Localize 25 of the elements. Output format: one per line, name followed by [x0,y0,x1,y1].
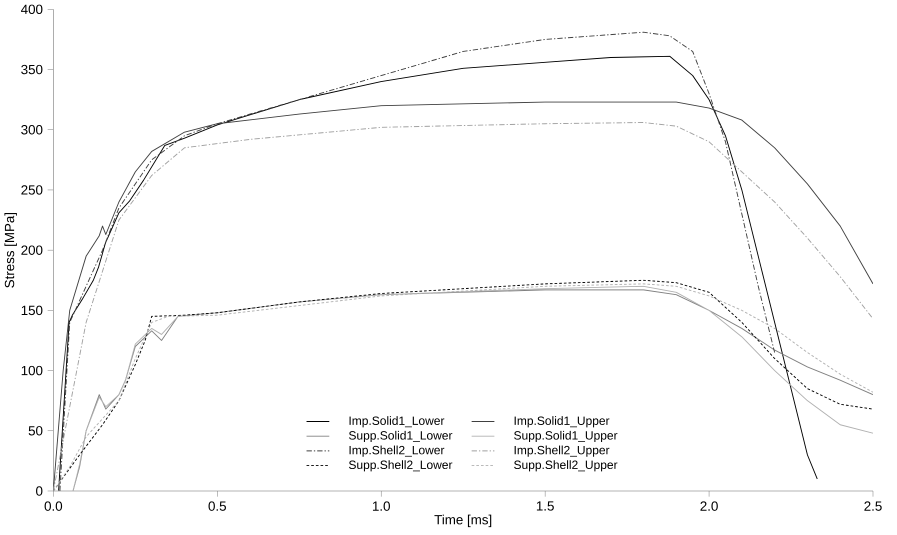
x-axis-title: Time [ms] [434,514,492,528]
legend-label: Supp.Shell2_Lower [348,460,452,472]
x-tick-label: 0.0 [44,501,62,511]
y-tick-label: 200 [21,245,42,255]
y-tick-label: 150 [22,306,42,316]
x-tick-label: 2.0 [700,501,718,511]
legend-label: Supp.Solid1_Lower [348,430,452,442]
y-tick-label: 50 [28,426,42,436]
y-tick-label: 300 [21,125,42,134]
legend-label: Imp.Solid1_Upper [514,416,610,428]
y-axis-title: Stress [MPa] [4,212,17,288]
legend-label: Imp.Shell2_Lower [350,446,444,457]
x-tick-label: 2.5 [864,501,882,511]
legend-label: Supp.Solid1_Upper [514,430,618,442]
legend-label: Imp.Shell2_Upper [514,446,610,457]
x-tick-label: 1.5 [536,501,554,511]
legend-label: Supp.Shell2_Upper [514,460,618,472]
y-tick-label: 350 [21,64,42,74]
x-tick-label: 0.5 [208,501,226,511]
y-tick-label: 100 [22,366,42,376]
y-tick-label: 0 [36,486,42,496]
legend-label: Imp.Solid1_Lower [350,416,444,428]
y-tick-label: 250 [21,185,42,195]
y-tick-label: 400 [21,4,42,14]
x-tick-label: 1.0 [372,501,390,511]
